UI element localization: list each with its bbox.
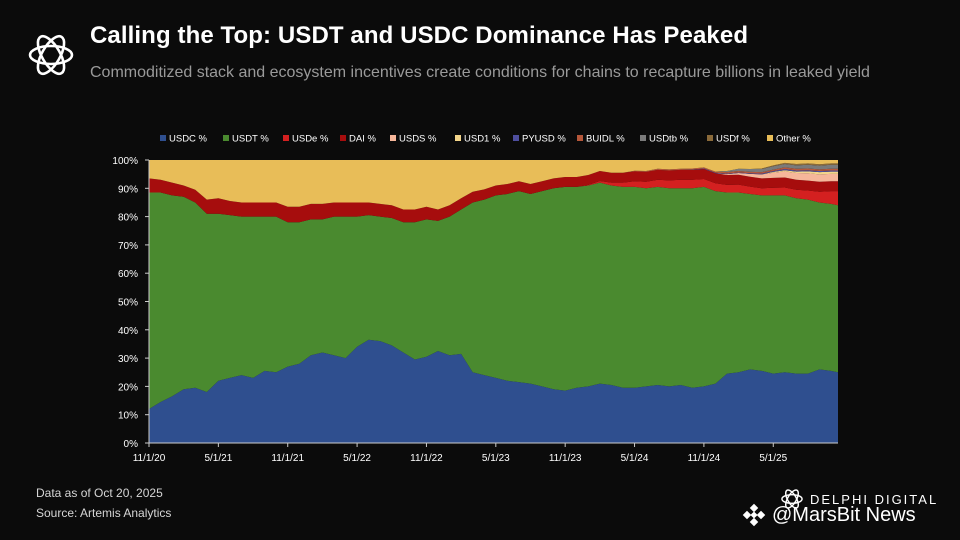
area-usdc bbox=[149, 339, 838, 443]
area-usdt bbox=[149, 182, 838, 410]
legend-label: BUIDL % bbox=[586, 134, 625, 145]
legend-swatch bbox=[223, 135, 229, 141]
delphi-logo-icon bbox=[28, 34, 74, 76]
y-tick-label: 70% bbox=[118, 241, 138, 252]
legend-swatch bbox=[767, 135, 773, 141]
x-tick-label: 11/1/22 bbox=[410, 453, 443, 464]
y-tick-label: 20% bbox=[118, 382, 138, 393]
legend-label: USDT % bbox=[232, 134, 269, 145]
page-title: Calling the Top: USDT and USDC Dominance… bbox=[90, 22, 749, 49]
y-tick-label: 90% bbox=[118, 184, 138, 195]
legend-label: USDC % bbox=[169, 134, 208, 145]
x-tick-label: 5/1/23 bbox=[482, 453, 510, 464]
legend-swatch bbox=[640, 135, 646, 141]
marsbit-label: @MarsBit News bbox=[772, 503, 916, 526]
y-tick-label: 80% bbox=[118, 213, 138, 224]
page-subtitle: Commoditized stack and ecosystem incenti… bbox=[90, 64, 870, 81]
area-pyusd bbox=[149, 168, 838, 210]
legend-label: Other % bbox=[776, 134, 811, 145]
legend-label: USD1 % bbox=[464, 134, 501, 145]
data-date-note: Data as of Oct 20, 2025 bbox=[36, 486, 163, 500]
y-tick-label: 60% bbox=[118, 269, 138, 280]
legend-swatch bbox=[707, 135, 713, 141]
area-other bbox=[149, 160, 838, 210]
source-note: Source: Artemis Analytics bbox=[36, 506, 172, 520]
y-tick-label: 100% bbox=[112, 156, 138, 167]
legend-label: DAI % bbox=[349, 134, 376, 145]
plot-area bbox=[149, 160, 838, 443]
y-tick-label: 50% bbox=[118, 298, 138, 309]
area-dai bbox=[149, 169, 838, 223]
legend-label: USDf % bbox=[716, 134, 750, 145]
area-usd1 bbox=[149, 169, 838, 210]
legend-swatch bbox=[160, 135, 166, 141]
y-tick-label: 30% bbox=[118, 354, 138, 365]
x-tick-label: 5/1/24 bbox=[621, 453, 649, 464]
legend-swatch bbox=[390, 135, 396, 141]
chart-axes: 0% 10% 20% 30% 40% 50% 60% 70% 80% 90% 100% 11/1/20… bbox=[112, 156, 838, 464]
legend-swatch bbox=[455, 135, 461, 141]
y-tick-label: 0% bbox=[124, 439, 139, 450]
legend-label: USDS % bbox=[399, 134, 437, 145]
chart-legend: USDC % USDT % USDe % DAI % USDS % USD1 % PYUSD… bbox=[160, 134, 811, 145]
x-tick-label: 11/1/24 bbox=[688, 453, 721, 464]
x-tick-label: 5/1/21 bbox=[204, 453, 232, 464]
delphi-brand-icon bbox=[781, 489, 803, 509]
legend-swatch bbox=[340, 135, 346, 141]
legend-swatch bbox=[283, 135, 289, 141]
x-tick-label: 5/1/22 bbox=[343, 453, 371, 464]
x-tick-label: 11/1/21 bbox=[271, 453, 304, 464]
legend-swatch bbox=[577, 135, 583, 141]
delphi-brand-label: DELPHI DIGITAL bbox=[810, 491, 939, 507]
area-buidl bbox=[149, 167, 838, 210]
x-tick-label: 5/1/25 bbox=[759, 453, 787, 464]
x-tick-label: 11/1/20 bbox=[133, 453, 166, 464]
y-tick-label: 10% bbox=[118, 411, 138, 422]
legend-swatch bbox=[513, 135, 519, 141]
legend-label: USDtb % bbox=[649, 134, 689, 145]
legend-label: PYUSD % bbox=[522, 134, 566, 145]
legend-label: USDe % bbox=[292, 134, 329, 145]
marsbit-watermark: @MarsBit News bbox=[742, 503, 916, 527]
delphi-digital-brand: DELPHI DIGITAL bbox=[780, 487, 938, 511]
area-usdtb bbox=[149, 163, 838, 210]
x-tick-label: 11/1/23 bbox=[549, 453, 582, 464]
binance-diamond-icon bbox=[742, 503, 766, 527]
y-tick-label: 40% bbox=[118, 326, 138, 337]
